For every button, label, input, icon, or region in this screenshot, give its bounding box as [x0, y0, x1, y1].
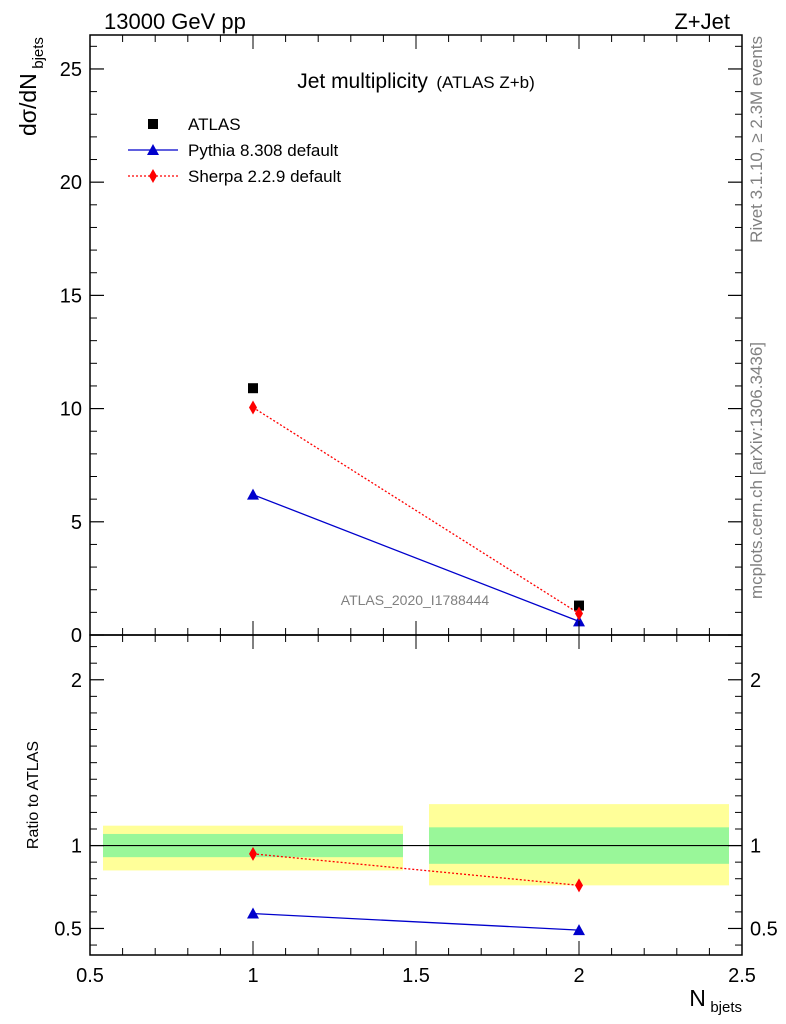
ratio-point-series-0-0 [247, 907, 259, 919]
ratio-marks-layer [247, 846, 585, 936]
xtick-label-4: 2.5 [728, 965, 756, 987]
ratio-ticks-layer: 0.5 0.5 1 1 2 2 0.5 1 1.5 2 2.5 [54, 635, 778, 987]
main-point-series-1-1 [573, 615, 585, 627]
ratio-frame [89, 634, 743, 956]
legend-marker-2 [149, 169, 157, 183]
xtick-label-1: 1 [247, 965, 258, 987]
legend-label-2: Sherpa 2.2.9 default [188, 167, 341, 186]
main-title: Jet multiplicity (ATLAS Z+b) [297, 70, 535, 93]
main-marks-layer [247, 383, 585, 627]
main-ytick-label-1: 5 [71, 512, 82, 534]
analysis-tag: ATLAS_2020_I1788444 [341, 592, 490, 608]
main-ytick-label-2: 10 [60, 399, 82, 421]
ratio-line-series-1 [252, 853, 580, 887]
x-axis-label-text: N [689, 985, 706, 1011]
main-point-series-2-1 [575, 606, 583, 621]
ratio-line-series-0 [252, 912, 580, 931]
main-line-series-1 [252, 494, 580, 623]
mcplots-label: mcplots.cern.ch [arXiv:1306.3436] [747, 342, 766, 599]
main-point-series-2-0 [249, 400, 257, 415]
ratio-ytick-label-left-2: 2 [71, 670, 82, 692]
rivet-label: Rivet 3.1.10, ≥ 2.3M events [747, 36, 766, 243]
legend-label-1: Pythia 8.308 default [188, 141, 339, 160]
ratio-ytick-label-right-2: 2 [750, 670, 761, 692]
ratio-point-series-1-1 [575, 878, 583, 893]
main-ytick-label-3: 15 [60, 285, 82, 307]
main-ytick-label-5: 25 [60, 59, 82, 81]
ratio-panel: 0.5 0.5 1 1 2 2 0.5 1 1.5 2 2.5 Ratio to ATLAS N b… [25, 634, 778, 1016]
legend: ATLAS Pythia 8.308 default Sherpa 2.2.9 de… [128, 115, 341, 186]
main-ytick-label-4: 20 [60, 172, 82, 194]
ratio-point-series-1-0 [249, 846, 257, 861]
ratio-ytick-label-right-0: 0.5 [750, 918, 778, 940]
xtick-label-2: 1.5 [402, 965, 430, 987]
legend-label-0: ATLAS [188, 115, 241, 134]
main-ticks-layer: 0 5 10 15 20 25 [60, 35, 743, 647]
main-ytick-label-0: 0 [71, 625, 82, 647]
main-title-text: Jet multiplicity [297, 70, 428, 93]
xtick-label-0: 0.5 [76, 965, 104, 987]
x-axis-label: N bjets [689, 985, 742, 1016]
ratio-bands-layer [90, 804, 742, 886]
main-ylabel: dσ/dN bjets [15, 37, 47, 136]
ratio-ytick-label-left-0: 0.5 [54, 918, 82, 940]
main-point-series-0-0 [248, 383, 258, 394]
main-point-series-0-1 [574, 600, 584, 611]
ratio-point-series-0-1 [573, 924, 585, 936]
xtick-label-3: 2 [573, 965, 584, 987]
legend-marker-1 [147, 144, 159, 155]
legend-marker-0 [148, 119, 158, 129]
main-line-series-2 [252, 406, 580, 615]
main-title-suffix: (ATLAS Z+b) [436, 73, 534, 92]
process-label: Z+Jet [674, 9, 730, 34]
main-ylabel-sub: bjets [30, 37, 47, 69]
main-point-series-1-0 [247, 488, 259, 500]
energy-label: 13000 GeV pp [104, 9, 246, 34]
ratio-ytick-label-right-1: 1 [750, 836, 761, 858]
main-ylabel-text: dσ/dN [15, 73, 41, 136]
ratio-ytick-label-left-1: 1 [71, 836, 82, 858]
x-axis-label-sub: bjets [710, 999, 742, 1016]
ratio-ylabel: Ratio to ATLAS [25, 741, 42, 849]
